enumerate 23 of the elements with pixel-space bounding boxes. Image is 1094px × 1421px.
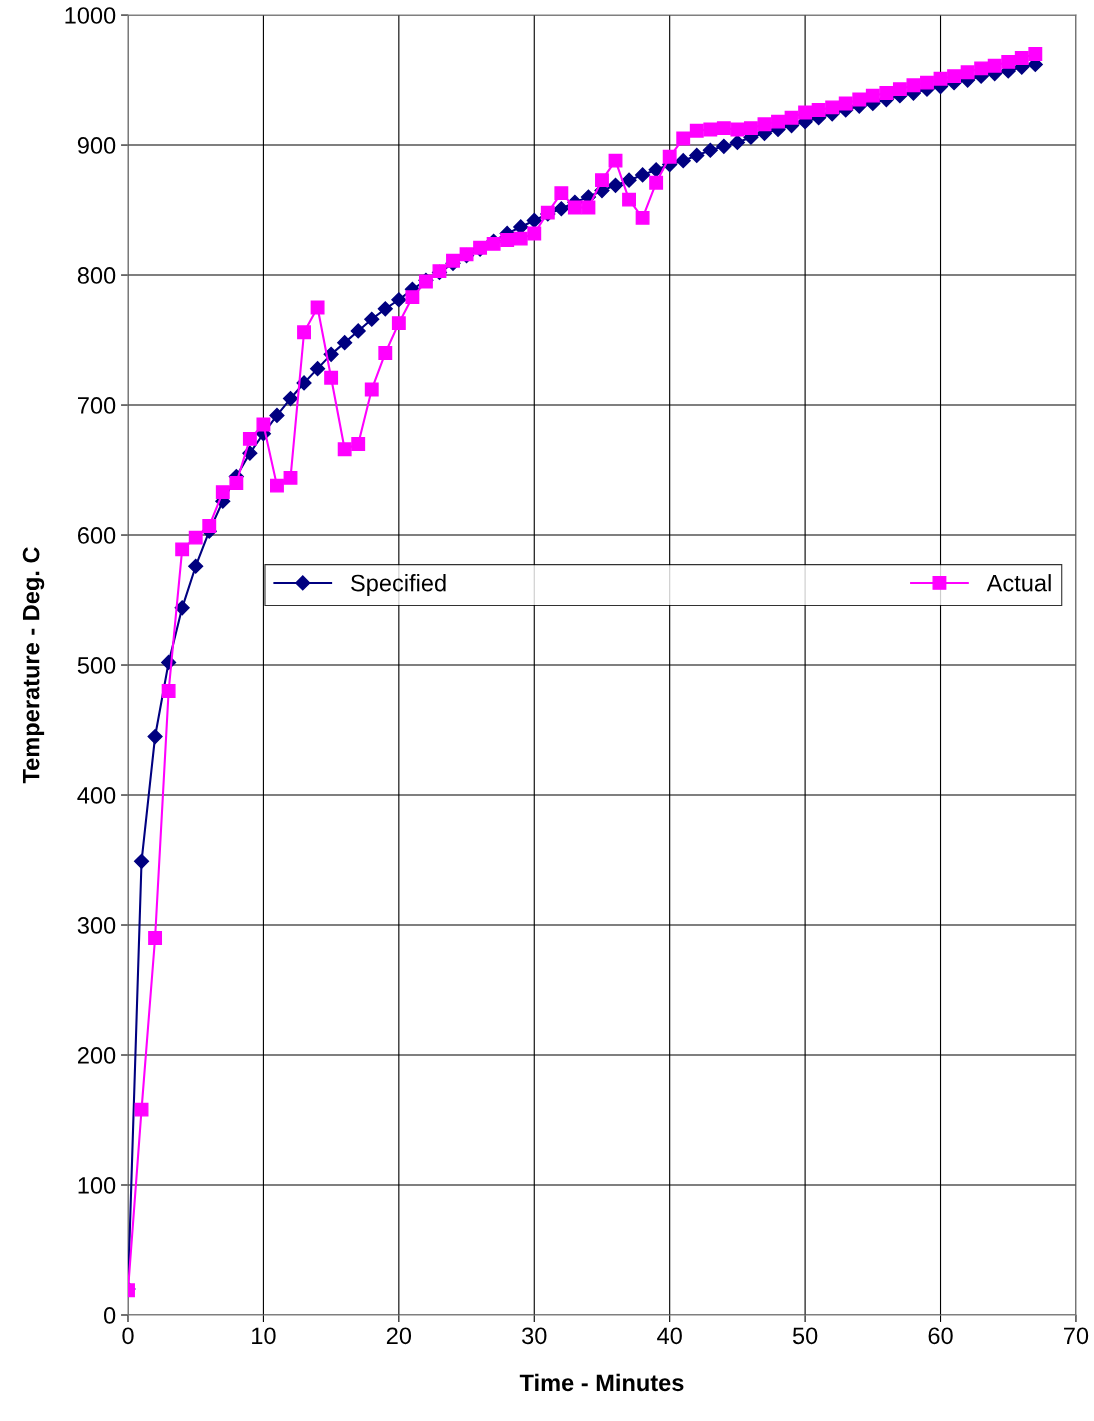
y-axis-title: Temperature - Deg. C [22,547,45,784]
x-tick-label: 70 [1064,1327,1089,1345]
x-tick-label: 60 [928,1327,953,1345]
y-tick-label: 900 [77,137,116,154]
x-tick-label: 40 [657,1327,682,1345]
x-tick-label: 20 [386,1327,412,1345]
y-tick-label: 500 [77,657,116,674]
y-tick-label: 200 [77,1047,116,1064]
y-tick-label: 400 [77,787,116,804]
y-tick-label: 700 [78,397,116,414]
x-tick-label: 0 [122,1327,134,1345]
y-tick-label: 100 [78,1177,116,1194]
y-tick-label: 300 [77,917,116,934]
y-tick-label: 600 [78,527,116,544]
x-axis-title: Time - Minutes [519,1373,684,1392]
y-tick-label: 800 [77,267,116,284]
x-tick-label: 50 [792,1327,818,1345]
x-tick-label: 10 [252,1327,276,1345]
legend-label: Specified [351,574,446,597]
y-tick-label: 1000 [65,7,116,24]
x-tick-label: 30 [522,1327,547,1345]
legend-label: Actual [986,574,1051,592]
y-tick-label: 0 [103,1307,116,1324]
